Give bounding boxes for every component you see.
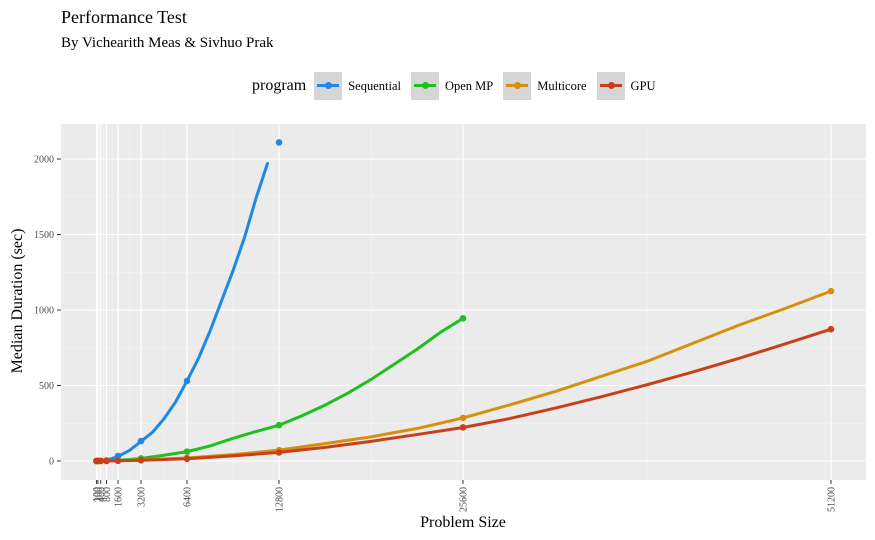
legend-key-open-mp: [410, 72, 439, 100]
legend: program Sequential Open MP Multicore GPU: [252, 72, 666, 100]
legend-item-sequential: Sequential: [314, 72, 401, 100]
data-point-open-mp: [275, 421, 283, 429]
data-point-gpu: [183, 455, 191, 463]
data-point-sequential: [137, 437, 145, 445]
data-point-sequential: [183, 377, 191, 385]
x-tick-label: 400: [96, 487, 107, 502]
data-point-gpu: [103, 457, 110, 465]
x-tick-label: 3200: [137, 487, 148, 507]
data-point-open-mp: [183, 448, 191, 455]
legend-title: program: [252, 77, 307, 94]
series-layer: [93, 139, 835, 465]
data-point-gpu: [97, 457, 105, 465]
data-point-gpu: [114, 457, 122, 465]
data-point-gpu: [459, 424, 467, 431]
y-tick-label: 0: [49, 457, 54, 468]
chart-title: Performance Test: [61, 7, 187, 27]
legend-label-gpu: GPU: [630, 78, 656, 93]
data-point-gpu: [137, 456, 145, 464]
x-tick-label: 100: [92, 487, 103, 502]
legend-item-multicore: Multicore: [503, 72, 587, 100]
data-point-sequential: [275, 139, 283, 146]
legend-label-open-mp: Open MP: [444, 78, 494, 93]
x-tick-label: 51200: [827, 487, 838, 512]
data-point-gpu: [827, 325, 835, 333]
x-axis-label: Problem Size: [420, 514, 506, 531]
data-point-gpu: [275, 449, 283, 456]
x-tick-label: 200: [93, 487, 104, 502]
y-axis-label: Median Duration (sec): [9, 229, 26, 374]
series-line-sequential: [94, 162, 269, 463]
legend-item-gpu: GPU: [596, 72, 656, 100]
y-tick-label: 500: [39, 381, 54, 392]
x-tick-label: 1600: [114, 487, 125, 507]
y-tick-label: 1000: [34, 306, 54, 317]
legend-item-open-mp: Open MP: [410, 72, 494, 100]
legend-key-multicore: [503, 72, 532, 100]
legend-label-sequential: Sequential: [348, 78, 401, 93]
legend-key-sequential: [314, 72, 343, 100]
x-tick-label: 800: [102, 487, 113, 502]
x-tick-label: 12800: [275, 487, 286, 512]
data-point-open-mp: [459, 315, 467, 322]
legend-key-gpu: [596, 72, 625, 100]
legend-label-multicore: Multicore: [537, 78, 587, 93]
series-line-gpu: [94, 327, 833, 463]
data-point-multicore: [827, 287, 835, 295]
y-tick-label: 1500: [34, 230, 54, 241]
data-point-multicore: [459, 414, 467, 422]
x-tick-label: 6400: [183, 487, 194, 507]
grid: [61, 124, 866, 480]
chart-subtitle: By Vichearith Meas & Sivhuo Prak: [61, 35, 274, 51]
x-tick-label: 25600: [459, 487, 470, 512]
y-tick-label: 2000: [34, 155, 54, 166]
